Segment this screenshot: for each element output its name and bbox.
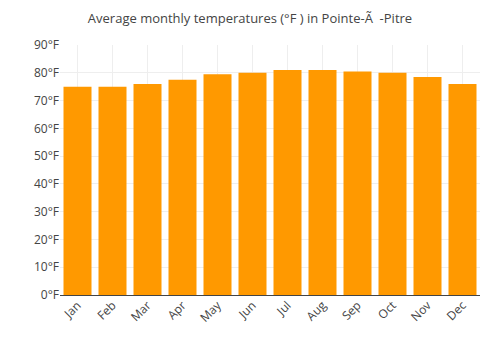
svg-text:Mar: Mar [127,297,155,325]
svg-text:0°F: 0°F [41,286,59,303]
svg-text:Apr: Apr [164,297,190,323]
svg-text:70°F: 70°F [34,92,59,109]
svg-text:10°F: 10°F [34,258,59,275]
svg-text:Jul: Jul [272,297,294,319]
svg-text:Feb: Feb [93,297,119,323]
svg-text:30°F: 30°F [34,203,59,220]
svg-text:Jun: Jun [234,297,259,322]
svg-text:60°F: 60°F [34,120,59,137]
svg-text:Jan: Jan [60,297,85,322]
svg-text:40°F: 40°F [34,175,59,192]
svg-text:Aug: Aug [302,297,330,325]
svg-text:Dec: Dec [443,297,470,324]
svg-text:May: May [196,296,225,325]
svg-text:50°F: 50°F [34,147,59,164]
svg-text:Sep: Sep [338,297,365,324]
svg-text:Oct: Oct [374,297,400,323]
svg-text:Average monthly temperatures (: Average monthly temperatures (°F ) in Po… [88,9,412,27]
svg-text:80°F: 80°F [34,64,59,81]
svg-text:Nov: Nov [407,297,435,325]
svg-text:90°F: 90°F [34,36,59,53]
svg-text:20°F: 20°F [34,231,59,248]
